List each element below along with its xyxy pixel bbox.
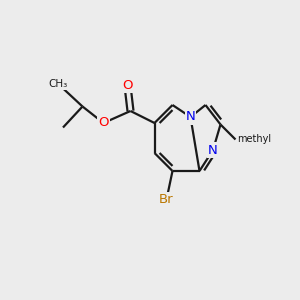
Text: Br: Br xyxy=(159,193,174,206)
Text: methyl: methyl xyxy=(237,134,271,145)
Text: O: O xyxy=(98,116,109,130)
Text: N: N xyxy=(186,110,195,124)
Text: O: O xyxy=(122,79,133,92)
Text: N: N xyxy=(208,143,218,157)
Text: CH₃: CH₃ xyxy=(49,79,68,89)
